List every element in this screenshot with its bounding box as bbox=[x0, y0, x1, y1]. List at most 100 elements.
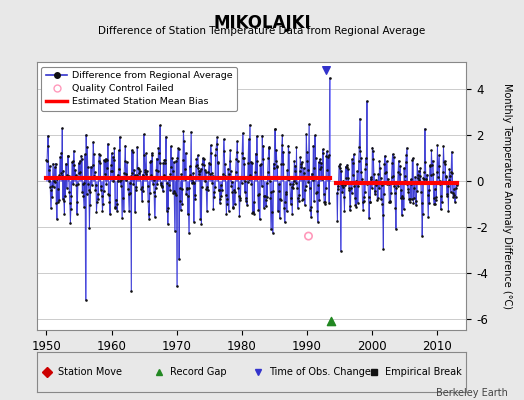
Point bbox=[205, 160, 213, 166]
Point bbox=[274, 208, 282, 214]
Point bbox=[434, 174, 442, 180]
Point bbox=[355, 158, 363, 164]
Point bbox=[51, 160, 60, 167]
Point bbox=[352, 204, 361, 210]
Point bbox=[70, 148, 78, 154]
Text: Time of Obs. Change: Time of Obs. Change bbox=[269, 367, 370, 377]
Point bbox=[159, 160, 168, 166]
Point bbox=[193, 152, 202, 158]
Point bbox=[440, 158, 448, 165]
Point bbox=[263, 194, 271, 201]
Point bbox=[376, 174, 385, 181]
Point bbox=[131, 209, 139, 215]
Point bbox=[423, 192, 432, 198]
Point bbox=[128, 170, 137, 177]
Point bbox=[174, 146, 183, 152]
Point bbox=[418, 200, 426, 206]
Point bbox=[70, 161, 79, 168]
Point bbox=[141, 150, 150, 157]
Point bbox=[447, 148, 456, 155]
Point bbox=[45, 167, 53, 173]
Point bbox=[257, 183, 266, 189]
Point bbox=[307, 214, 315, 220]
Point bbox=[414, 172, 422, 178]
Point bbox=[403, 181, 411, 188]
Point bbox=[301, 187, 309, 194]
Point bbox=[402, 145, 411, 151]
Point bbox=[387, 173, 396, 180]
Point bbox=[155, 150, 163, 156]
Point bbox=[319, 150, 328, 156]
Point bbox=[160, 157, 169, 164]
Point bbox=[226, 147, 234, 154]
Point bbox=[168, 168, 177, 174]
Point bbox=[432, 194, 441, 200]
Point bbox=[180, 176, 189, 182]
Point bbox=[410, 184, 419, 191]
Point bbox=[436, 206, 445, 213]
Point bbox=[211, 184, 219, 190]
Point bbox=[421, 158, 430, 165]
Point bbox=[278, 132, 287, 138]
Point bbox=[359, 197, 368, 204]
Point bbox=[320, 190, 328, 197]
Point bbox=[95, 151, 103, 157]
Point bbox=[344, 175, 352, 181]
Point bbox=[268, 230, 277, 236]
Point bbox=[357, 168, 366, 175]
Point bbox=[359, 207, 367, 213]
Point bbox=[146, 158, 155, 165]
Point bbox=[126, 173, 135, 179]
Point bbox=[253, 158, 261, 164]
Point bbox=[162, 133, 170, 140]
Point bbox=[192, 162, 200, 169]
Point bbox=[383, 181, 391, 188]
Point bbox=[61, 174, 69, 180]
Point bbox=[358, 176, 366, 182]
Point bbox=[84, 181, 93, 187]
Point bbox=[177, 171, 185, 178]
Point bbox=[357, 155, 365, 162]
Point bbox=[170, 228, 179, 234]
Point bbox=[246, 122, 254, 128]
Point bbox=[168, 155, 176, 161]
Point bbox=[386, 199, 395, 206]
Point bbox=[294, 195, 302, 201]
Point bbox=[137, 184, 146, 190]
Point bbox=[195, 171, 203, 178]
Point bbox=[316, 166, 324, 172]
Point bbox=[184, 193, 192, 199]
Point bbox=[222, 192, 230, 199]
Point bbox=[337, 168, 345, 174]
Point bbox=[396, 170, 404, 177]
Point bbox=[408, 157, 417, 163]
Point bbox=[402, 152, 410, 158]
Point bbox=[311, 155, 320, 161]
Point bbox=[75, 170, 83, 176]
Point bbox=[447, 168, 455, 175]
Point bbox=[382, 168, 390, 175]
Point bbox=[104, 140, 112, 147]
Point bbox=[425, 200, 433, 206]
Point bbox=[43, 158, 51, 164]
Point bbox=[308, 174, 316, 181]
Point bbox=[451, 194, 460, 200]
Point bbox=[391, 204, 399, 211]
Point bbox=[108, 168, 116, 174]
Point bbox=[439, 168, 447, 175]
Point bbox=[221, 173, 230, 179]
Point bbox=[175, 256, 183, 262]
Point bbox=[64, 173, 73, 180]
Point bbox=[377, 182, 386, 188]
Point bbox=[136, 168, 144, 174]
Point bbox=[304, 166, 312, 173]
Point bbox=[81, 151, 89, 158]
Point bbox=[305, 121, 313, 128]
Point bbox=[325, 75, 334, 81]
Point bbox=[271, 126, 279, 133]
Point bbox=[366, 174, 375, 181]
Point bbox=[356, 148, 365, 155]
Point bbox=[116, 178, 125, 184]
Point bbox=[158, 184, 166, 190]
Point bbox=[80, 204, 88, 210]
